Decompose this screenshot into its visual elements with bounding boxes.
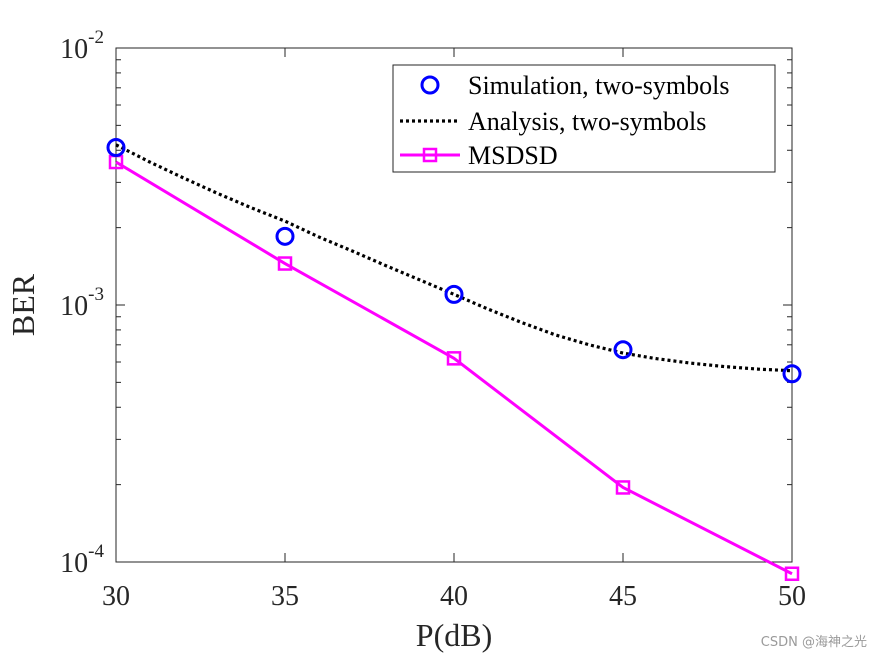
msdsd-point <box>615 480 631 495</box>
msdsd-point <box>446 351 462 366</box>
x-tick-label: 35 <box>271 581 299 612</box>
y-tick-label: 10-2 <box>60 27 104 65</box>
x-tick-label: 30 <box>102 581 130 612</box>
legend-label: Analysis, two-symbols <box>468 107 706 136</box>
legend-item: MSDSD <box>400 141 558 170</box>
x-tick-label: 45 <box>609 581 637 612</box>
simulation-point <box>613 340 633 360</box>
axis-tick-labels: 30 35 40 45 50 10-2 10-3 10-4 <box>60 27 806 612</box>
x-tick-label: 50 <box>778 581 806 612</box>
watermark: CSDN @海神之光 <box>760 635 867 650</box>
simulation-point <box>782 364 802 384</box>
y-tick-label: 10-3 <box>60 284 104 322</box>
legend-label: Simulation, two-symbols <box>468 71 729 100</box>
series-msdsd <box>108 154 800 582</box>
axis-ticks <box>115 47 793 563</box>
msdsd-point <box>784 566 800 582</box>
msdsd-line <box>115 160 793 576</box>
series-layer <box>106 138 802 582</box>
legend: Simulation, two-symbols Analysis, two-sym… <box>392 64 776 173</box>
legend-items: Simulation, two-symbols Analysis, two-sym… <box>400 71 729 170</box>
legend-label: MSDSD <box>468 141 558 170</box>
y-tick-label: 10-4 <box>60 541 104 579</box>
simulation-point <box>106 138 126 158</box>
legend-swatch-marker <box>422 147 438 163</box>
x-axis-title: P(dB) <box>416 617 492 653</box>
x-tick-label: 40 <box>440 581 468 612</box>
legend-swatch-marker <box>420 75 440 95</box>
series-simulation-two-symbols <box>106 138 802 384</box>
legend-item: Analysis, two-symbols <box>400 107 706 136</box>
y-axis-title: BER <box>5 273 41 336</box>
msdsd-point <box>277 256 293 271</box>
legend-item: Simulation, two-symbols <box>420 71 729 100</box>
simulation-point <box>275 226 295 246</box>
simulation-point <box>444 284 464 304</box>
